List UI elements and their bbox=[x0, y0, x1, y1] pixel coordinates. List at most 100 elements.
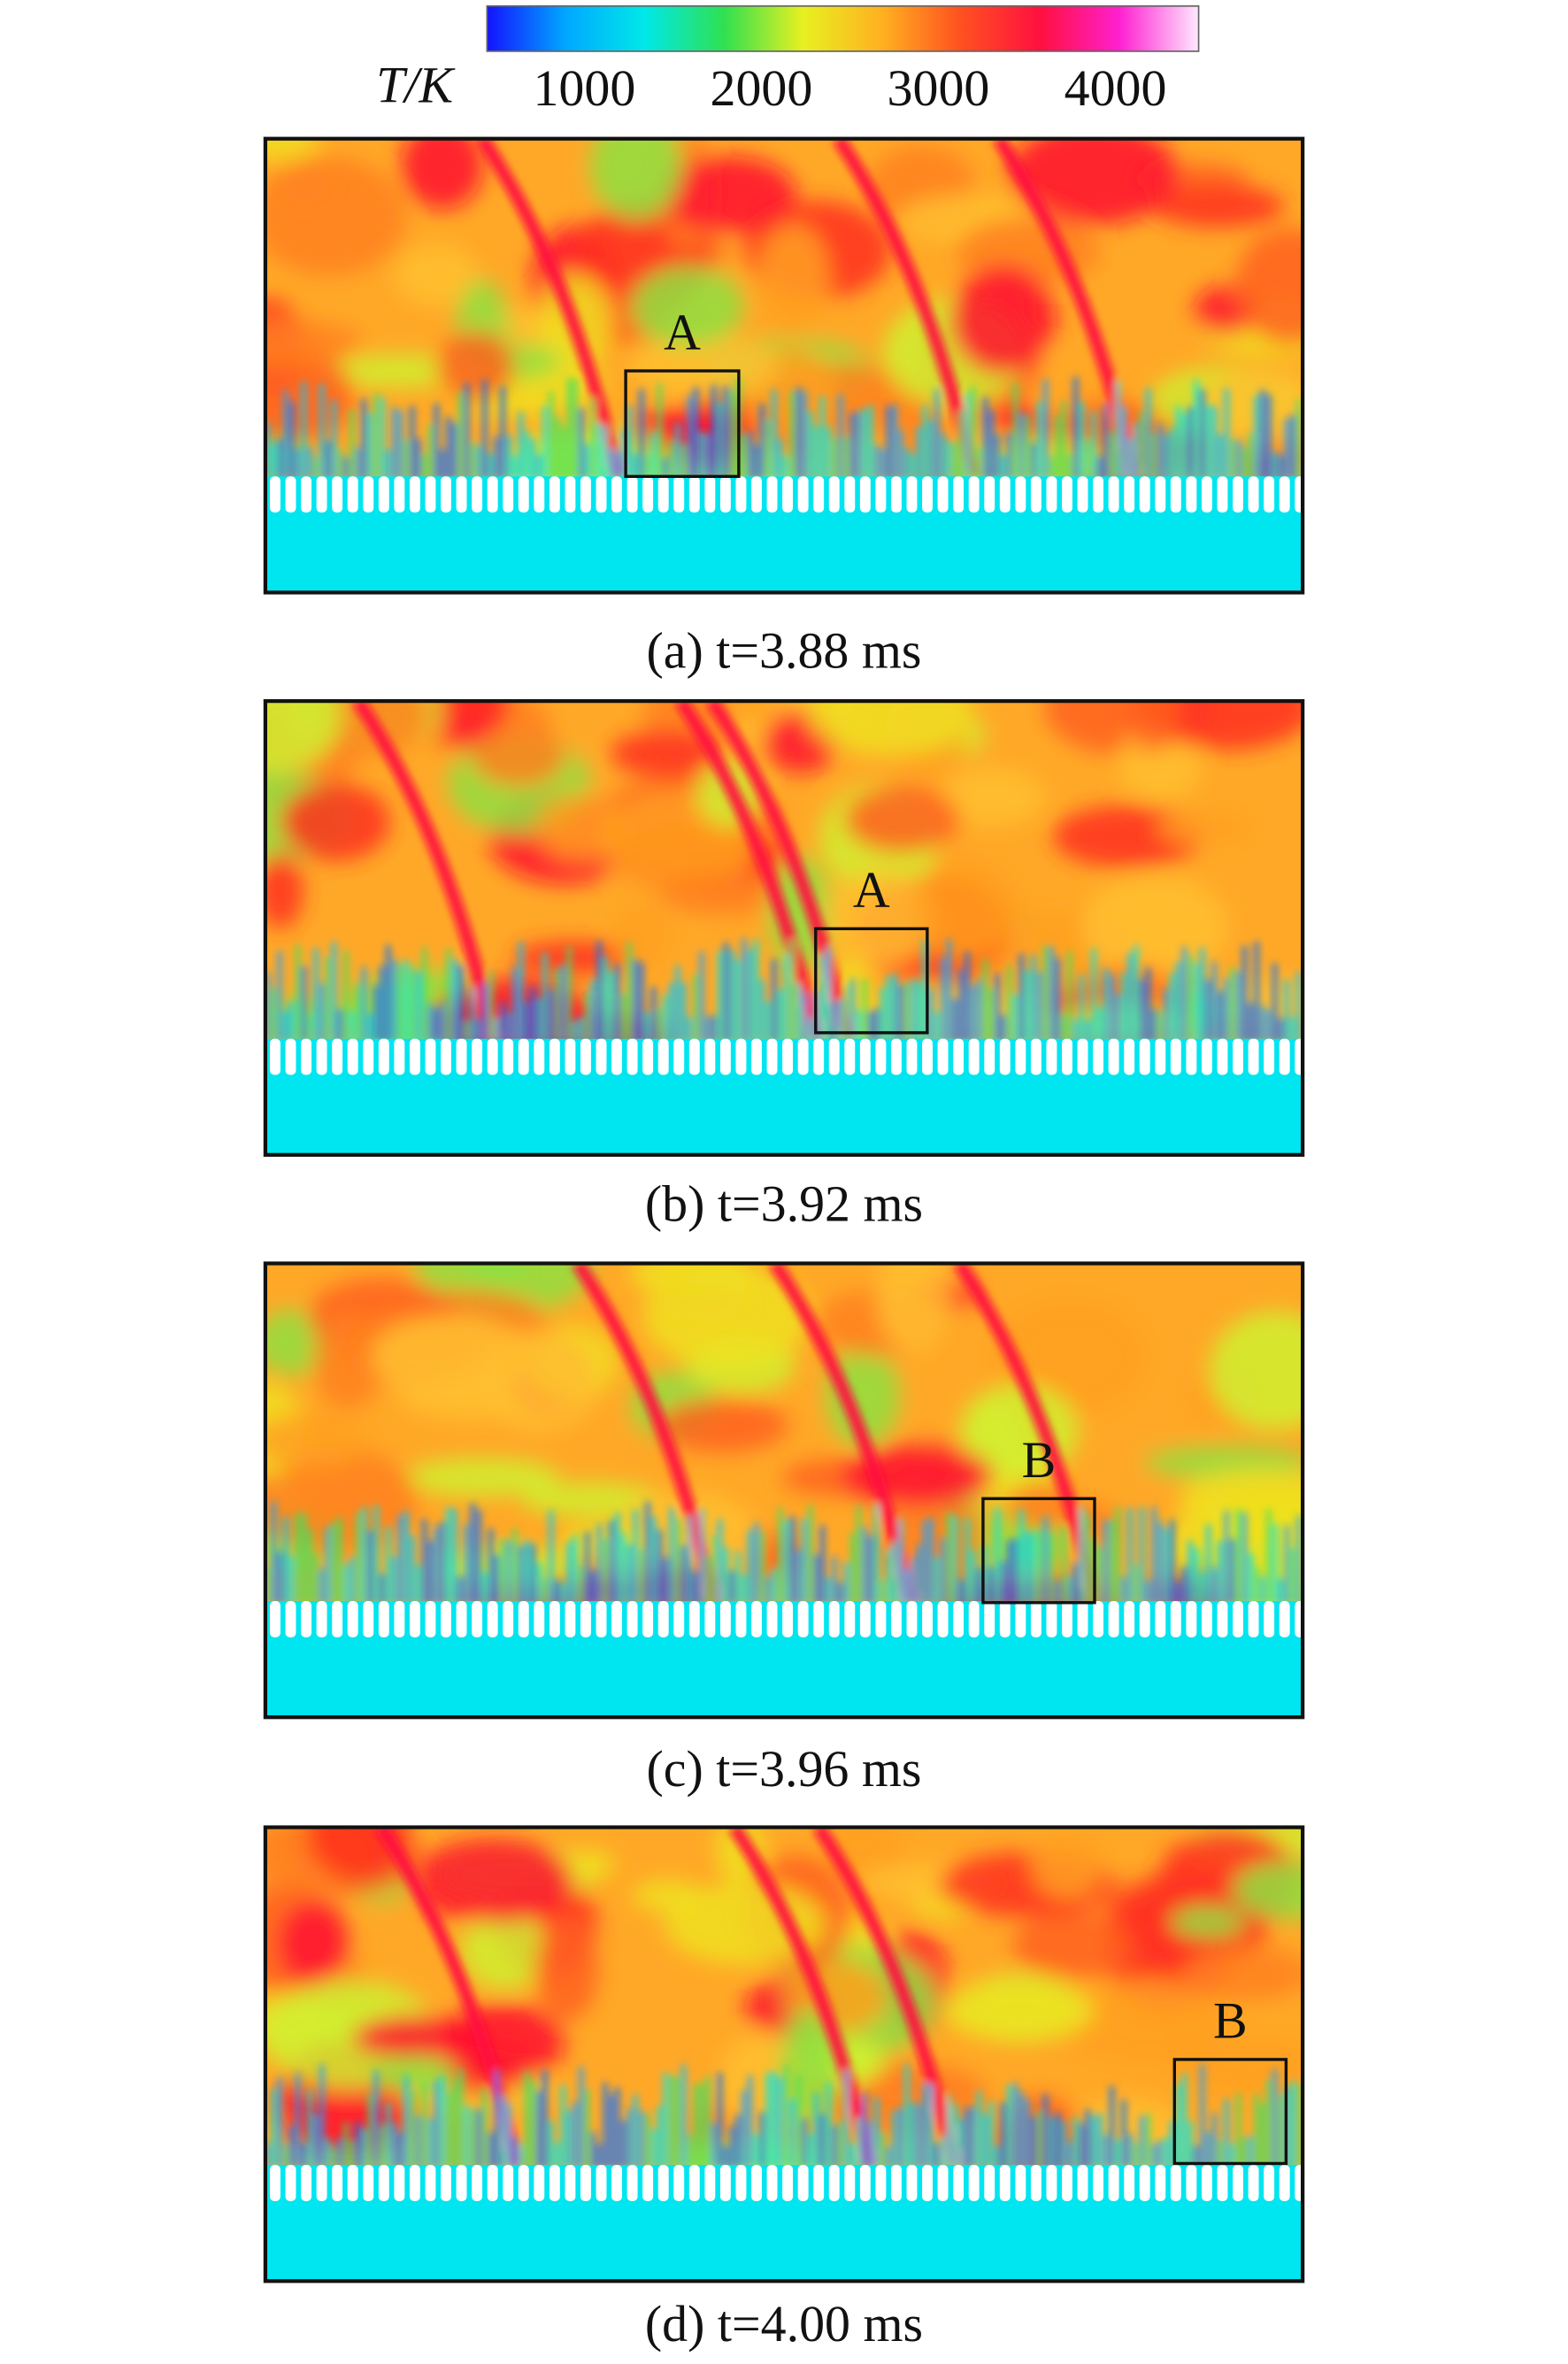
injector bbox=[565, 2165, 576, 2202]
cold-jet bbox=[663, 2073, 668, 2168]
injector bbox=[844, 1601, 856, 1637]
cold-jet bbox=[476, 1510, 481, 1605]
cold-jet bbox=[404, 439, 409, 480]
cold-jet bbox=[753, 2134, 759, 2168]
cold-jet bbox=[350, 2140, 355, 2168]
field-blob bbox=[610, 729, 724, 777]
cold-jet bbox=[615, 964, 620, 1043]
cold-jet bbox=[947, 441, 952, 480]
cold-jet bbox=[663, 457, 668, 480]
cold-jet bbox=[988, 410, 994, 480]
injector bbox=[1248, 2165, 1259, 2202]
cold-jet bbox=[500, 2095, 505, 2168]
cold-jet bbox=[500, 1003, 505, 1043]
cold-jet bbox=[1266, 394, 1272, 480]
cold-jet bbox=[1085, 1020, 1090, 1043]
cold-jet bbox=[886, 2146, 891, 2168]
cold-jet bbox=[874, 444, 880, 480]
cold-jet bbox=[452, 423, 457, 480]
cold-jet bbox=[1091, 2115, 1096, 2168]
cold-jet bbox=[524, 431, 530, 480]
cold-jet bbox=[1272, 452, 1278, 480]
injector bbox=[596, 1038, 607, 1075]
cold-jet bbox=[560, 2084, 565, 2168]
cold-jet bbox=[862, 1527, 867, 1605]
cold-jet bbox=[971, 386, 976, 480]
field-blob bbox=[642, 1265, 811, 1369]
injector bbox=[1077, 1038, 1088, 1075]
cold-jet bbox=[892, 404, 897, 480]
cold-jet bbox=[796, 2075, 801, 2168]
injector bbox=[472, 1038, 483, 1075]
injector bbox=[1124, 1038, 1135, 1075]
cold-jet bbox=[723, 2146, 728, 2168]
field-blob bbox=[411, 1838, 574, 1923]
cold-jet bbox=[965, 951, 970, 1043]
cold-jet bbox=[1230, 2143, 1235, 2168]
field-blob bbox=[265, 157, 407, 276]
panel-frame bbox=[263, 1825, 1305, 2283]
cold-jet bbox=[934, 1556, 940, 1605]
injector bbox=[1155, 1601, 1166, 1637]
cold-jet bbox=[494, 436, 499, 480]
injector bbox=[332, 476, 343, 513]
cold-jet bbox=[1115, 380, 1120, 480]
cold-jet bbox=[687, 396, 693, 480]
injector bbox=[1186, 476, 1197, 513]
cold-jet bbox=[482, 1572, 488, 1605]
injector bbox=[999, 2165, 1011, 2202]
cold-jet bbox=[482, 379, 488, 480]
cold-jet bbox=[494, 1017, 499, 1043]
cold-jet bbox=[1055, 958, 1060, 1043]
cold-jet bbox=[1241, 1512, 1248, 1605]
cold-jet bbox=[609, 2094, 614, 2168]
cold-jet bbox=[307, 2090, 312, 2168]
cold-jet bbox=[626, 942, 632, 1043]
cold-jet bbox=[1164, 1528, 1169, 1605]
flame-front bbox=[265, 1827, 1302, 2168]
cold-jet bbox=[566, 378, 572, 480]
injector bbox=[766, 1038, 778, 1075]
cold-jet bbox=[687, 1017, 693, 1043]
field-blob bbox=[265, 1412, 369, 1468]
cold-jet bbox=[555, 1580, 560, 1605]
injector bbox=[518, 1601, 529, 1637]
cold-jet bbox=[729, 2126, 734, 2168]
cold-jet bbox=[482, 2088, 488, 2168]
injector bbox=[751, 2165, 762, 2202]
cold-jet bbox=[464, 2106, 469, 2168]
cold-jet bbox=[1181, 946, 1187, 1043]
cold-jet bbox=[633, 453, 638, 480]
injector bbox=[1279, 476, 1290, 513]
cold-jet bbox=[911, 453, 916, 480]
cold-jet bbox=[705, 1016, 711, 1043]
cold-jet bbox=[573, 1535, 578, 1605]
injector bbox=[984, 2165, 995, 2202]
field-blob bbox=[1151, 184, 1285, 227]
injector bbox=[472, 1601, 483, 1637]
cold-jet bbox=[361, 398, 367, 480]
cold-jet bbox=[1055, 415, 1060, 480]
injector bbox=[859, 1038, 871, 1075]
injector bbox=[518, 476, 529, 513]
cold-jet bbox=[440, 450, 445, 480]
cold-jet bbox=[1115, 1506, 1120, 1605]
cold-jet bbox=[1176, 1581, 1181, 1605]
cold-jet bbox=[1103, 2134, 1109, 2168]
cold-jet bbox=[1272, 1523, 1278, 1605]
cold-jet bbox=[748, 2075, 753, 2168]
cold-jet bbox=[759, 404, 765, 480]
cold-jet bbox=[519, 412, 524, 480]
injector bbox=[1124, 2165, 1135, 2202]
injector bbox=[642, 476, 654, 513]
cold-jet bbox=[307, 1014, 312, 1043]
injector bbox=[813, 1601, 825, 1637]
injector bbox=[456, 1038, 467, 1075]
injector bbox=[719, 476, 731, 513]
field-blob bbox=[655, 1398, 788, 1453]
cold-jet bbox=[868, 1011, 873, 1043]
cold-jet bbox=[331, 1521, 336, 1605]
injector bbox=[642, 1601, 654, 1637]
cold-jet bbox=[748, 1530, 753, 1605]
cold-jet bbox=[1206, 404, 1211, 480]
